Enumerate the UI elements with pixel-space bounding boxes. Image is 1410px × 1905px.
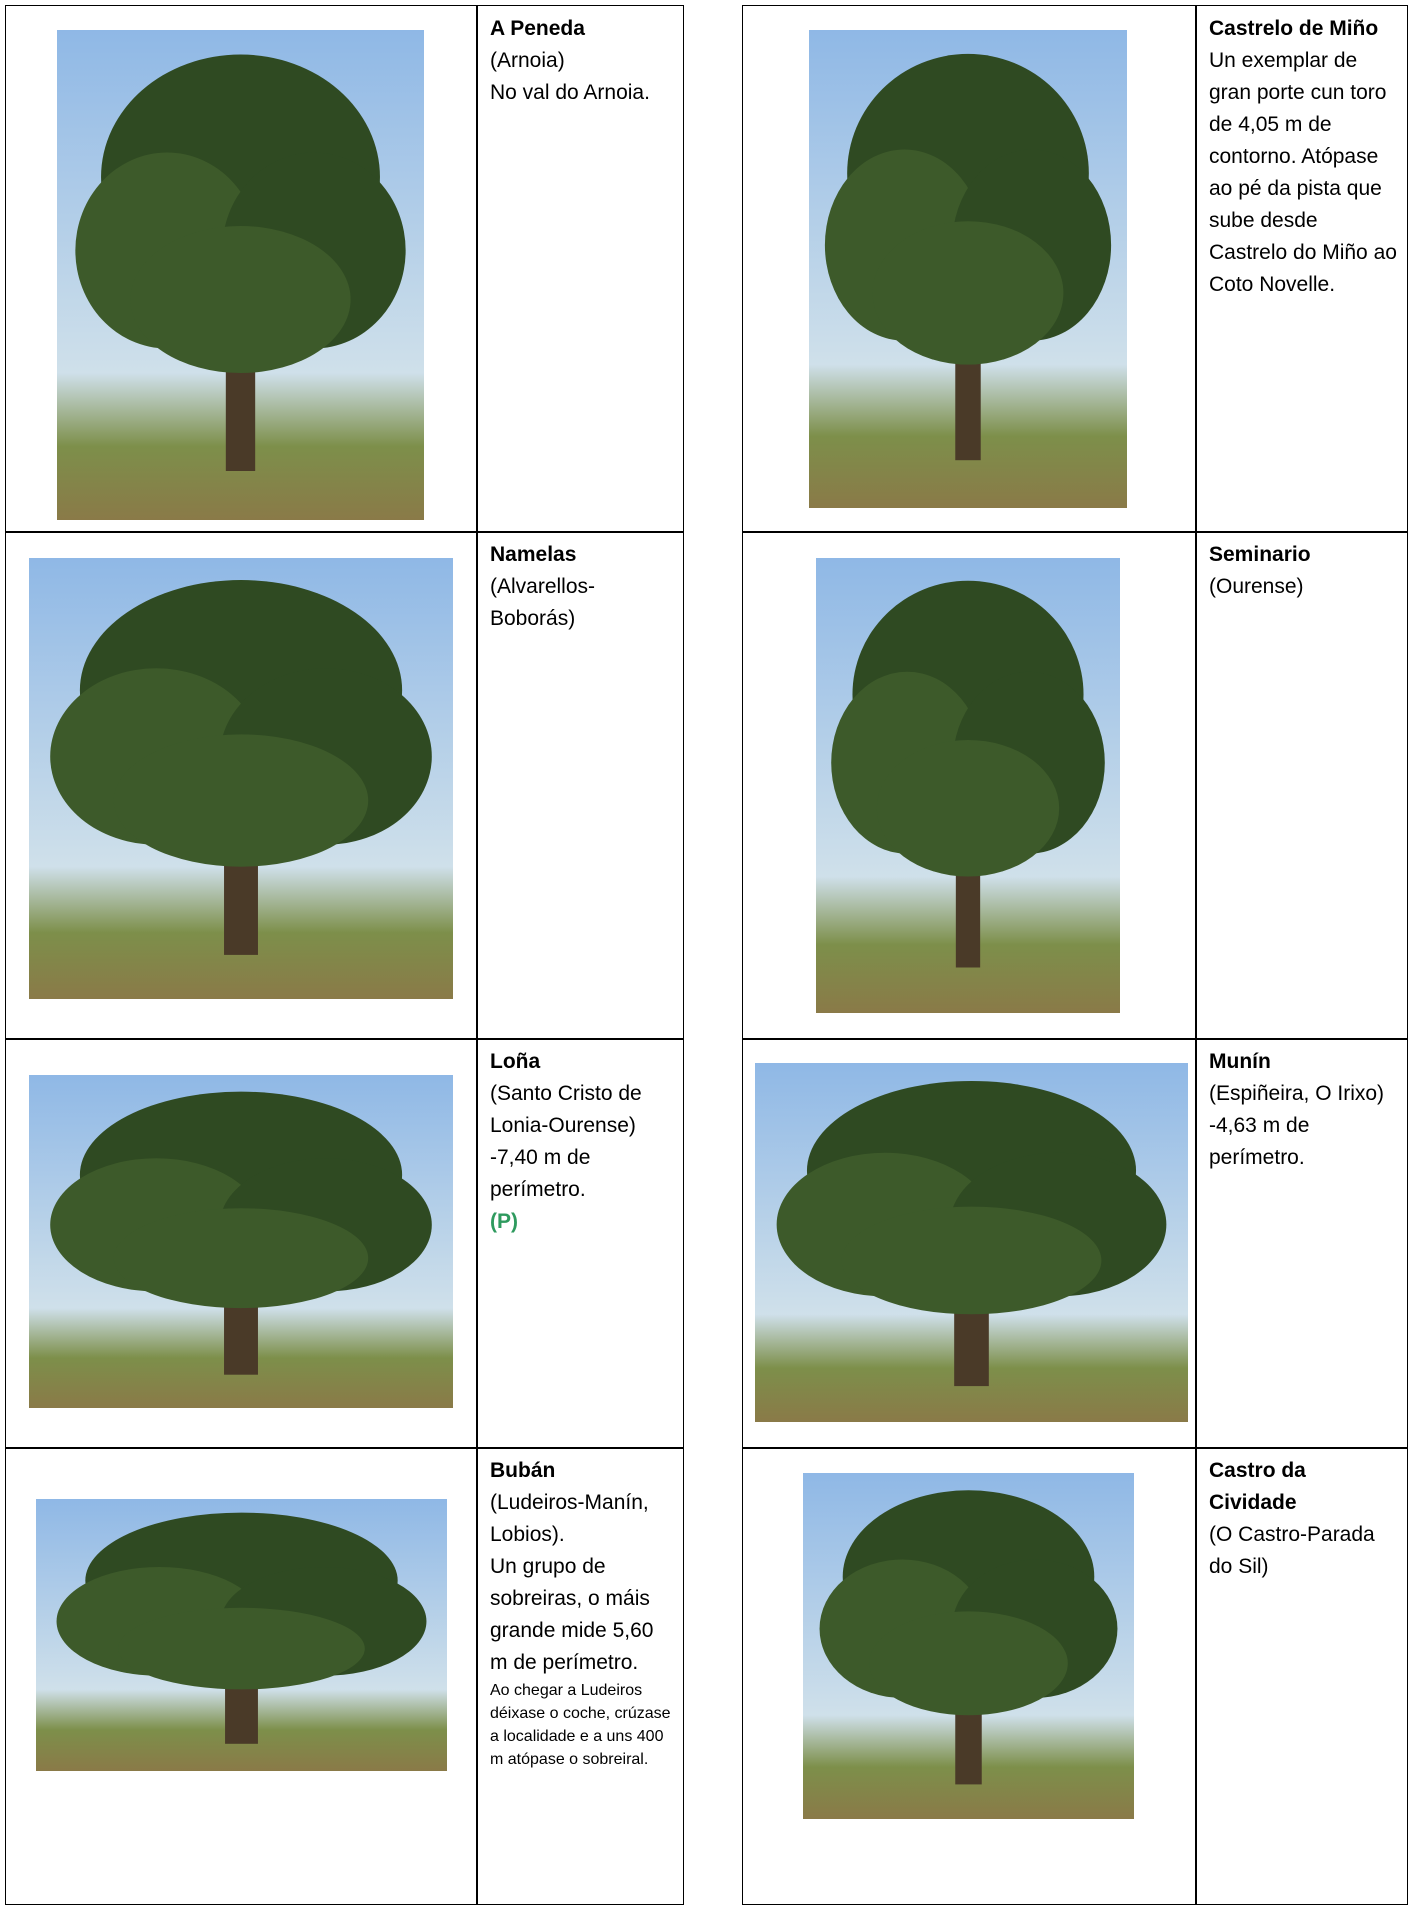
tree-photo — [29, 1075, 453, 1408]
tree-title: Munín — [1209, 1050, 1271, 1073]
tree-description: A Peneda (Arnoia) No val do Arnoia. — [490, 13, 674, 109]
tree-subtitle: (Espiñeira, O Irixo) — [1209, 1082, 1385, 1105]
tree-photo — [755, 1063, 1188, 1422]
tree-text: -4,63 m de perímetro. — [1209, 1114, 1310, 1169]
tree-subtitle: (O Castro-Parada do Sil) — [1209, 1523, 1375, 1578]
row-divider — [5, 1447, 684, 1449]
row-divider — [5, 1038, 684, 1040]
tree-title: Bubán — [490, 1459, 556, 1482]
tree-photo — [57, 30, 424, 520]
tree-photo — [29, 558, 453, 999]
tree-title: Loña — [490, 1050, 541, 1073]
tree-text: Un grupo de sobreiras, o máis grande mid… — [490, 1555, 654, 1674]
tree-text: No val do Arnoia. — [490, 81, 650, 104]
tree-note: Ao chegar a Ludeiros déixase o coche, cr… — [490, 1682, 671, 1768]
tree-subtitle: (Ludeiros-Manín, Lobios). — [490, 1491, 649, 1546]
column-divider — [476, 5, 478, 1905]
tree-description: Munín (Espiñeira, O Irixo) -4,63 m de perí… — [1209, 1046, 1398, 1174]
tree-text: -7,40 m de perímetro. — [490, 1146, 591, 1201]
tree-description: Bubán (Ludeiros-Manín, Lobios). Un grupo d… — [490, 1455, 674, 1771]
tree-photo — [816, 558, 1120, 1013]
tree-title: Seminario — [1209, 543, 1311, 566]
row-divider — [742, 1447, 1408, 1449]
tree-description: Loña (Santo Cristo de Lonia-Ourense) -7,40… — [490, 1046, 674, 1238]
tree-subtitle: (Santo Cristo de Lonia-Ourense) — [490, 1082, 642, 1137]
tree-title: Castrelo de Miño — [1209, 17, 1379, 40]
tree-photo — [803, 1473, 1134, 1819]
row-divider — [742, 1038, 1408, 1040]
tree-photo — [36, 1499, 447, 1771]
tree-subtitle: (Arnoia) — [490, 49, 565, 72]
column-divider — [1195, 5, 1197, 1905]
tree-title: Castro da Cividade — [1209, 1459, 1306, 1514]
row-divider — [5, 531, 684, 533]
row-divider — [742, 531, 1408, 533]
tree-badge: (P) — [490, 1210, 518, 1233]
tree-description: Namelas (Alvarellos-Boborás) — [490, 539, 674, 635]
page: {"tables": [ {"rows": [ {"title": "A Pen… — [5, 5, 1408, 1905]
tree-description: Castrelo de Miño Un exemplar de gran port… — [1209, 13, 1398, 301]
tree-text: Un exemplar de gran porte cun toro de 4,… — [1209, 49, 1397, 296]
tree-description: Castro da Cividade (O Castro-Parada do Si… — [1209, 1455, 1398, 1583]
tree-subtitle: (Ourense) — [1209, 575, 1304, 598]
tree-title: A Peneda — [490, 17, 585, 40]
tree-description: Seminario (Ourense) — [1209, 539, 1398, 603]
tree-title: Namelas — [490, 543, 577, 566]
tree-subtitle: (Alvarellos-Boborás) — [490, 575, 596, 630]
tree-photo — [809, 30, 1127, 508]
